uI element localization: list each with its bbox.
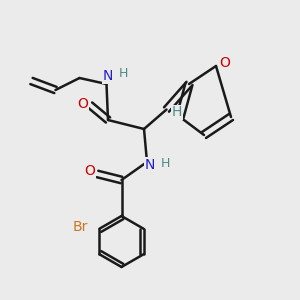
Text: O: O: [77, 97, 88, 110]
Text: N: N: [103, 70, 113, 83]
Text: H: H: [118, 67, 128, 80]
Text: O: O: [85, 164, 95, 178]
Text: H: H: [172, 106, 182, 119]
Text: H: H: [160, 157, 170, 170]
Text: O: O: [220, 56, 230, 70]
Text: Br: Br: [72, 220, 88, 234]
Text: N: N: [145, 158, 155, 172]
